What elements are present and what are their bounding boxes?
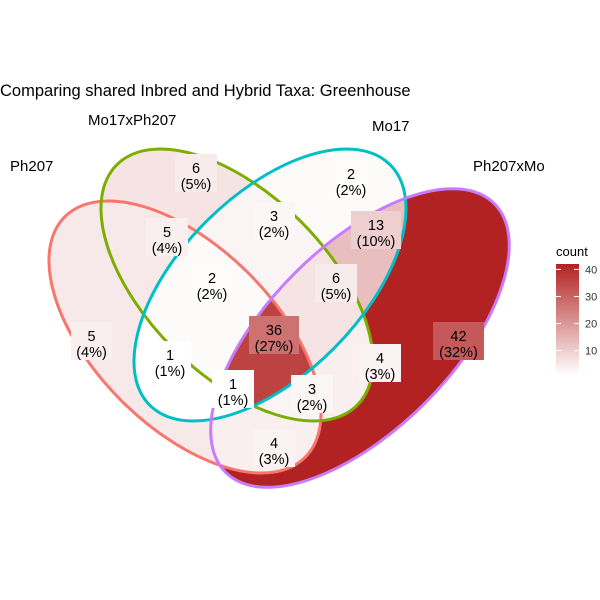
region-count: 3 [270, 209, 278, 225]
set-label-ph207xmo: Ph207xMo [473, 158, 545, 175]
label-mo17-only: 2 (2%) [330, 160, 372, 199]
set-label-mo17xph207: Mo17xPh207 [88, 112, 176, 129]
label-background [359, 344, 401, 382]
region-percent: (2%) [336, 183, 367, 199]
region-count: 2 [208, 271, 216, 287]
count-legend: count 40 30 20 10 [556, 244, 597, 375]
legend-tick-label: 20 [585, 319, 597, 331]
region-percent: (27%) [255, 339, 294, 355]
region-labels: 5 (4%) 6 (5%) 2 (2%) 42 (32%) 5 (4%) 3 (… [71, 154, 484, 468]
region-percent: (1%) [155, 364, 186, 380]
region-percent: (3%) [365, 367, 396, 383]
region-percent: (2%) [297, 398, 328, 414]
label-background [253, 202, 295, 240]
label-mo17xph207-only: 6 (5%) [175, 154, 217, 193]
region-count: 4 [376, 351, 384, 367]
label-all-four: 36 (27%) [249, 316, 299, 355]
label-background [330, 160, 372, 198]
region-count: 4 [270, 436, 278, 452]
region-count: 2 [347, 167, 355, 183]
label-background [175, 154, 217, 192]
label-ph207-mo17-ph207xmo: 1 (1%) [212, 370, 254, 409]
region-count: 42 [450, 329, 466, 345]
set-label-ph207: Ph207 [10, 158, 53, 175]
label-ph207xmo-only: 42 (32%) [433, 322, 484, 361]
label-background [291, 375, 333, 413]
chart-title: Comparing shared Inbred and Hybrid Taxa:… [0, 82, 411, 100]
region-percent: (5%) [321, 287, 352, 303]
label-mo17-ph207xmo: 13 (10%) [351, 211, 401, 250]
legend-colorbar [556, 264, 579, 375]
label-background [149, 341, 191, 379]
region-percent: (2%) [259, 225, 290, 241]
label-mo17xph207-ph207xmo: 4 (3%) [359, 344, 401, 383]
region-percent: (32%) [439, 345, 478, 361]
region-percent: (5%) [181, 177, 212, 193]
region-percent: (2%) [197, 287, 228, 303]
set-label-mo17: Mo17 [372, 118, 410, 135]
legend-tick-label: 30 [585, 291, 597, 303]
label-background [212, 370, 254, 408]
label-ph207-mo17xph207-mo17: 2 (2%) [191, 264, 233, 303]
region-count: 6 [332, 271, 340, 287]
legend-ticks: 40 30 20 10 [556, 264, 597, 358]
label-background [249, 316, 299, 354]
region-count: 1 [229, 377, 237, 393]
region-count: 36 [266, 323, 282, 339]
label-ph207-mo17: 1 (1%) [149, 341, 191, 380]
label-mo17xph207-mo17: 3 (2%) [253, 202, 295, 241]
label-background [146, 218, 188, 256]
label-background [71, 322, 112, 360]
label-background [315, 264, 357, 302]
region-count: 13 [368, 218, 384, 234]
label-ph207-mo17xph207: 5 (4%) [146, 218, 188, 257]
region-percent: (4%) [152, 241, 183, 257]
legend-tick-label: 10 [585, 346, 597, 358]
region-count: 5 [163, 225, 171, 241]
label-mo17xph207-mo17-ph207xmo: 6 (5%) [315, 264, 357, 303]
region-percent: (4%) [76, 345, 107, 361]
region-count: 6 [192, 161, 200, 177]
label-ph207-ph207xmo: 4 (3%) [253, 429, 295, 468]
region-count: 5 [87, 329, 95, 345]
label-background [191, 264, 233, 302]
region-percent: (3%) [259, 452, 290, 468]
region-count: 3 [308, 382, 316, 398]
legend-title: count [556, 244, 588, 259]
label-background [253, 429, 295, 467]
label-background [433, 322, 484, 360]
region-percent: (10%) [357, 234, 396, 250]
label-background [351, 211, 401, 249]
label-ph207-only: 5 (4%) [71, 322, 112, 361]
region-percent: (1%) [218, 393, 249, 409]
label-ph207-mo17xph207-ph207xmo: 3 (2%) [291, 375, 333, 414]
region-count: 1 [166, 348, 174, 364]
legend-tick-label: 40 [585, 264, 597, 276]
